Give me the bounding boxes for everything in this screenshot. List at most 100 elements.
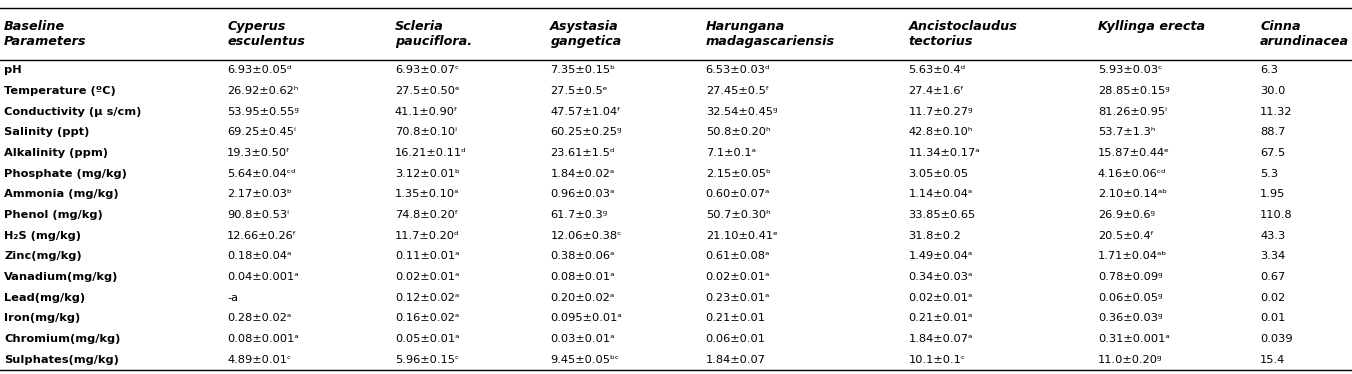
Text: 7.35±0.15ᵇ: 7.35±0.15ᵇ bbox=[550, 65, 615, 75]
Text: tectorius: tectorius bbox=[909, 36, 973, 48]
Text: Parameters: Parameters bbox=[4, 36, 87, 48]
Text: 10.1±0.1ᶜ: 10.1±0.1ᶜ bbox=[909, 355, 965, 365]
Text: 1.71±0.04ᵃᵇ: 1.71±0.04ᵃᵇ bbox=[1098, 251, 1167, 261]
Text: 90.8±0.53ⁱ: 90.8±0.53ⁱ bbox=[227, 210, 289, 220]
Text: pauciflora.: pauciflora. bbox=[395, 36, 472, 48]
Text: 110.8: 110.8 bbox=[1260, 210, 1293, 220]
Text: 11.34±0.17ᵃ: 11.34±0.17ᵃ bbox=[909, 148, 980, 158]
Text: 5.63±0.4ᵈ: 5.63±0.4ᵈ bbox=[909, 65, 965, 75]
Text: 41.1±0.90ᶠ: 41.1±0.90ᶠ bbox=[395, 107, 458, 117]
Text: 0.36±0.03ᵍ: 0.36±0.03ᵍ bbox=[1098, 313, 1163, 324]
Text: H₂S (mg/kg): H₂S (mg/kg) bbox=[4, 231, 81, 240]
Text: Alkalinity (ppm): Alkalinity (ppm) bbox=[4, 148, 108, 158]
Text: 0.02±0.01ᵃ: 0.02±0.01ᵃ bbox=[395, 272, 460, 282]
Text: 67.5: 67.5 bbox=[1260, 148, 1286, 158]
Text: madagascariensis: madagascariensis bbox=[706, 36, 836, 48]
Text: Phenol (mg/kg): Phenol (mg/kg) bbox=[4, 210, 103, 220]
Text: 23.61±1.5ᵈ: 23.61±1.5ᵈ bbox=[550, 148, 615, 158]
Text: 12.06±0.38ᶜ: 12.06±0.38ᶜ bbox=[550, 231, 622, 240]
Text: 0.60±0.07ᵃ: 0.60±0.07ᵃ bbox=[706, 189, 771, 199]
Text: 0.78±0.09ᵍ: 0.78±0.09ᵍ bbox=[1098, 272, 1163, 282]
Text: Cyperus: Cyperus bbox=[227, 20, 285, 33]
Text: 0.02±0.01ᵃ: 0.02±0.01ᵃ bbox=[909, 293, 973, 303]
Text: 0.02: 0.02 bbox=[1260, 293, 1286, 303]
Text: 61.7±0.3ᵍ: 61.7±0.3ᵍ bbox=[550, 210, 607, 220]
Text: 4.89±0.01ᶜ: 4.89±0.01ᶜ bbox=[227, 355, 292, 365]
Text: 27.5±0.50ᵉ: 27.5±0.50ᵉ bbox=[395, 86, 460, 96]
Text: 0.96±0.03ᵃ: 0.96±0.03ᵃ bbox=[550, 189, 615, 199]
Text: 28.85±0.15ᵍ: 28.85±0.15ᵍ bbox=[1098, 86, 1169, 96]
Text: 5.96±0.15ᶜ: 5.96±0.15ᶜ bbox=[395, 355, 460, 365]
Text: Lead(mg/kg): Lead(mg/kg) bbox=[4, 293, 85, 303]
Text: 21.10±0.41ᵉ: 21.10±0.41ᵉ bbox=[706, 231, 777, 240]
Text: Baseline: Baseline bbox=[4, 20, 65, 33]
Text: 6.93±0.05ᵈ: 6.93±0.05ᵈ bbox=[227, 65, 292, 75]
Text: Zinc(mg/kg): Zinc(mg/kg) bbox=[4, 251, 81, 261]
Text: 0.67: 0.67 bbox=[1260, 272, 1286, 282]
Text: Ammonia (mg/kg): Ammonia (mg/kg) bbox=[4, 189, 119, 199]
Text: Conductivity (μ s/cm): Conductivity (μ s/cm) bbox=[4, 107, 142, 117]
Text: 16.21±0.11ᵈ: 16.21±0.11ᵈ bbox=[395, 148, 466, 158]
Text: Phosphate (mg/kg): Phosphate (mg/kg) bbox=[4, 169, 127, 179]
Text: 70.8±0.10ⁱ: 70.8±0.10ⁱ bbox=[395, 127, 457, 137]
Text: 47.57±1.04ᶠ: 47.57±1.04ᶠ bbox=[550, 107, 621, 117]
Text: 74.8±0.20ᶠ: 74.8±0.20ᶠ bbox=[395, 210, 458, 220]
Text: 5.93±0.03ᶜ: 5.93±0.03ᶜ bbox=[1098, 65, 1163, 75]
Text: 0.095±0.01ᵃ: 0.095±0.01ᵃ bbox=[550, 313, 622, 324]
Text: 11.32: 11.32 bbox=[1260, 107, 1293, 117]
Text: 0.06±0.01: 0.06±0.01 bbox=[706, 334, 765, 344]
Text: 26.92±0.62ʰ: 26.92±0.62ʰ bbox=[227, 86, 299, 96]
Text: 7.1±0.1ᵃ: 7.1±0.1ᵃ bbox=[706, 148, 756, 158]
Text: 27.45±0.5ᶠ: 27.45±0.5ᶠ bbox=[706, 86, 769, 96]
Text: 81.26±0.95ⁱ: 81.26±0.95ⁱ bbox=[1098, 107, 1167, 117]
Text: 50.8±0.20ʰ: 50.8±0.20ʰ bbox=[706, 127, 771, 137]
Text: arundinacea: arundinacea bbox=[1260, 36, 1349, 48]
Text: 11.7±0.20ᵈ: 11.7±0.20ᵈ bbox=[395, 231, 460, 240]
Text: 30.0: 30.0 bbox=[1260, 86, 1286, 96]
Text: gangetica: gangetica bbox=[550, 36, 622, 48]
Text: 15.4: 15.4 bbox=[1260, 355, 1286, 365]
Text: 1.84±0.02ᵃ: 1.84±0.02ᵃ bbox=[550, 169, 615, 179]
Text: Chromium(mg/kg): Chromium(mg/kg) bbox=[4, 334, 120, 344]
Text: 0.02±0.01ᵃ: 0.02±0.01ᵃ bbox=[706, 272, 771, 282]
Text: 0.08±0.01ᵃ: 0.08±0.01ᵃ bbox=[550, 272, 615, 282]
Text: 0.61±0.08ᵃ: 0.61±0.08ᵃ bbox=[706, 251, 771, 261]
Text: 1.95: 1.95 bbox=[1260, 189, 1286, 199]
Text: 42.8±0.10ʰ: 42.8±0.10ʰ bbox=[909, 127, 973, 137]
Text: 31.8±0.2: 31.8±0.2 bbox=[909, 231, 961, 240]
Text: 0.34±0.03ᵃ: 0.34±0.03ᵃ bbox=[909, 272, 973, 282]
Text: 3.05±0.05: 3.05±0.05 bbox=[909, 169, 968, 179]
Text: 0.18±0.04ᵃ: 0.18±0.04ᵃ bbox=[227, 251, 292, 261]
Text: 0.23±0.01ᵃ: 0.23±0.01ᵃ bbox=[706, 293, 771, 303]
Text: 11.7±0.27ᵍ: 11.7±0.27ᵍ bbox=[909, 107, 973, 117]
Text: 32.54±0.45ᵍ: 32.54±0.45ᵍ bbox=[706, 107, 777, 117]
Text: 15.87±0.44ᵉ: 15.87±0.44ᵉ bbox=[1098, 148, 1169, 158]
Text: 4.16±0.06ᶜᵈ: 4.16±0.06ᶜᵈ bbox=[1098, 169, 1167, 179]
Text: 60.25±0.25ᵍ: 60.25±0.25ᵍ bbox=[550, 127, 622, 137]
Text: 0.05±0.01ᵃ: 0.05±0.01ᵃ bbox=[395, 334, 460, 344]
Text: 0.20±0.02ᵃ: 0.20±0.02ᵃ bbox=[550, 293, 615, 303]
Text: 1.84±0.07ᵃ: 1.84±0.07ᵃ bbox=[909, 334, 973, 344]
Text: 9.45±0.05ᵇᶜ: 9.45±0.05ᵇᶜ bbox=[550, 355, 619, 365]
Text: 0.03±0.01ᵃ: 0.03±0.01ᵃ bbox=[550, 334, 615, 344]
Text: Harungana: Harungana bbox=[706, 20, 786, 33]
Text: 0.01: 0.01 bbox=[1260, 313, 1286, 324]
Text: 0.04±0.001ᵃ: 0.04±0.001ᵃ bbox=[227, 272, 299, 282]
Text: 2.10±0.14ᵃᵇ: 2.10±0.14ᵃᵇ bbox=[1098, 189, 1167, 199]
Text: 2.15±0.05ᵇ: 2.15±0.05ᵇ bbox=[706, 169, 771, 179]
Text: -a: -a bbox=[227, 293, 238, 303]
Text: 0.31±0.001ᵃ: 0.31±0.001ᵃ bbox=[1098, 334, 1169, 344]
Text: 0.21±0.01: 0.21±0.01 bbox=[706, 313, 765, 324]
Text: Cinna: Cinna bbox=[1260, 20, 1301, 33]
Text: 20.5±0.4ᶠ: 20.5±0.4ᶠ bbox=[1098, 231, 1153, 240]
Text: Kyllinga erecta: Kyllinga erecta bbox=[1098, 20, 1205, 33]
Text: 27.4±1.6ᶠ: 27.4±1.6ᶠ bbox=[909, 86, 964, 96]
Text: 50.7±0.30ʰ: 50.7±0.30ʰ bbox=[706, 210, 771, 220]
Text: 1.84±0.07: 1.84±0.07 bbox=[706, 355, 765, 365]
Text: 33.85±0.65: 33.85±0.65 bbox=[909, 210, 976, 220]
Text: 3.12±0.01ᵇ: 3.12±0.01ᵇ bbox=[395, 169, 460, 179]
Text: 19.3±0.50ᶠ: 19.3±0.50ᶠ bbox=[227, 148, 291, 158]
Text: 6.3: 6.3 bbox=[1260, 65, 1278, 75]
Text: 43.3: 43.3 bbox=[1260, 231, 1286, 240]
Text: 3.34: 3.34 bbox=[1260, 251, 1286, 261]
